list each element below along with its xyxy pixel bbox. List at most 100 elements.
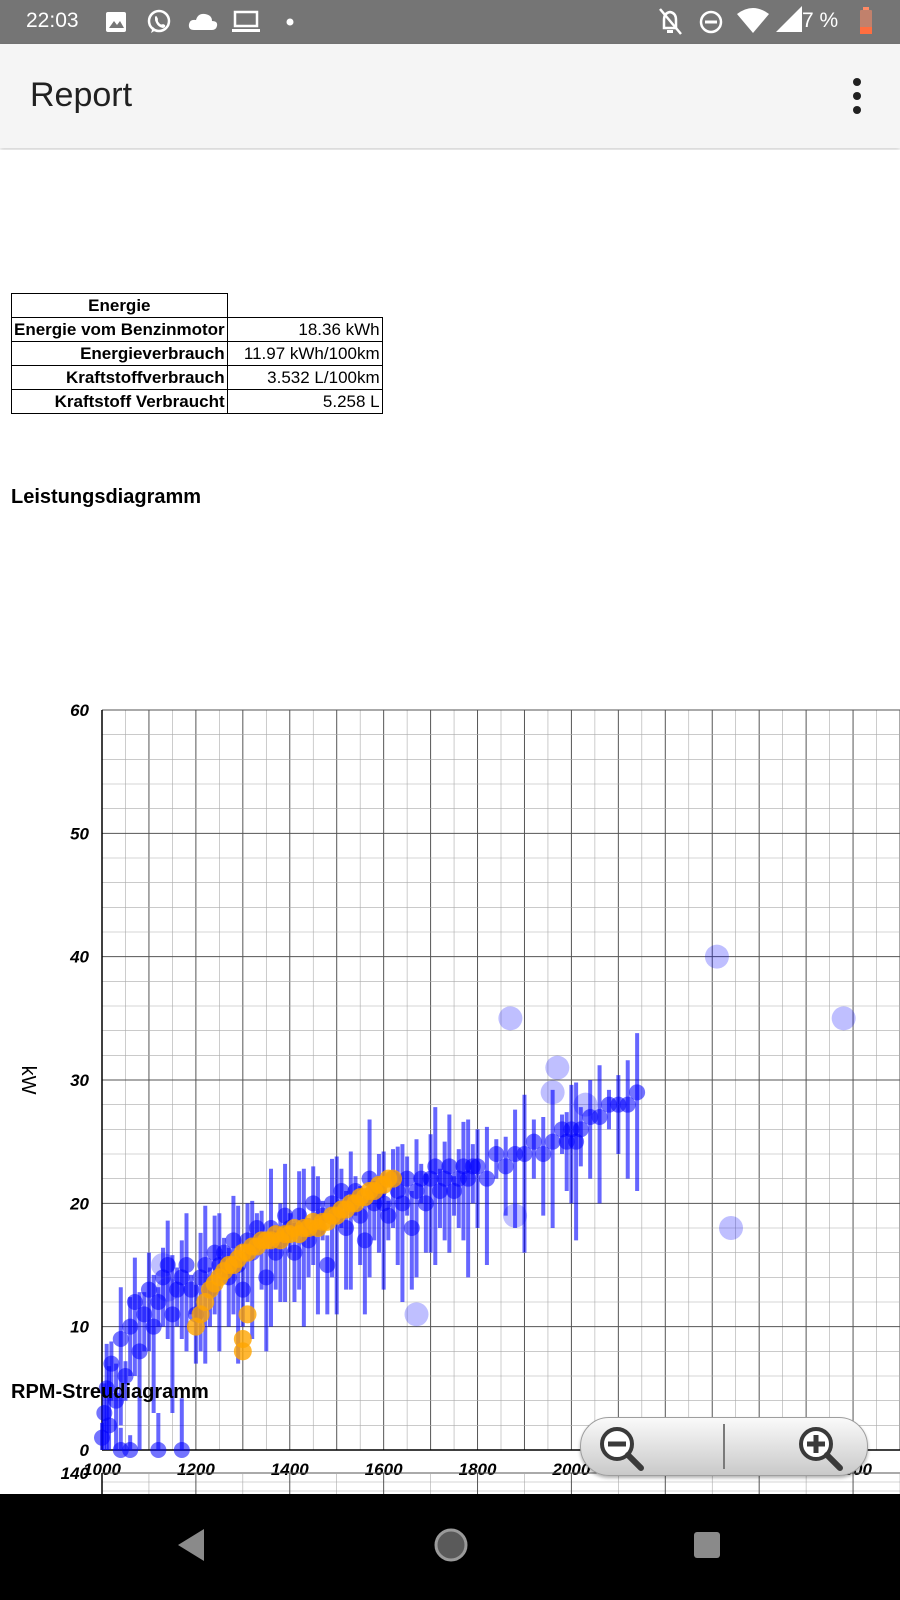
data-point bbox=[238, 1305, 257, 1324]
table-row: Kraftstoffverbrauch 3.532 L/100km bbox=[11, 365, 383, 390]
data-point bbox=[122, 1442, 139, 1458]
zoom-out-icon bbox=[600, 1427, 644, 1471]
signal-icon bbox=[776, 6, 802, 32]
data-point-outlier bbox=[498, 1006, 523, 1031]
data-point bbox=[427, 1158, 444, 1175]
row-value: 3.532 L/100km bbox=[226, 365, 383, 390]
data-point bbox=[150, 1442, 167, 1458]
laptop-icon bbox=[232, 10, 260, 32]
data-point bbox=[403, 1220, 420, 1236]
table-row: Energie vom Benzinmotor 18.36 kWh bbox=[11, 317, 383, 342]
image-icon bbox=[106, 12, 126, 32]
data-point-outlier bbox=[831, 1006, 856, 1031]
data-point bbox=[145, 1318, 162, 1335]
data-point bbox=[431, 1183, 448, 1199]
notifications-off-icon bbox=[659, 8, 682, 35]
data-point bbox=[535, 1146, 552, 1162]
table-row: Energieverbrauch 11.97 kWh/100km bbox=[11, 341, 383, 366]
whatsapp-icon bbox=[147, 9, 171, 33]
data-point bbox=[305, 1195, 322, 1212]
data-point bbox=[446, 1183, 463, 1199]
data-point bbox=[136, 1306, 153, 1323]
rpm-scatter-chart[interactable]: 140 bbox=[0, 1440, 900, 1494]
status-time: 22:03 bbox=[26, 9, 79, 32]
data-point bbox=[112, 1331, 129, 1347]
battery-text: 7 % bbox=[802, 9, 839, 32]
data-point bbox=[96, 1405, 113, 1421]
data-point bbox=[422, 1170, 439, 1187]
data-point bbox=[460, 1170, 477, 1187]
cloud-icon bbox=[188, 13, 218, 30]
data-point bbox=[98, 1380, 115, 1397]
page-title: Report bbox=[30, 76, 133, 114]
table-header: Energie bbox=[11, 293, 228, 318]
data-point bbox=[258, 1269, 275, 1286]
row-label: Kraftstoffverbrauch bbox=[11, 365, 228, 390]
data-point bbox=[233, 1330, 252, 1348]
y-axis-label: kW bbox=[17, 1066, 39, 1095]
data-point-outlier bbox=[540, 1080, 565, 1105]
navigation-bar bbox=[0, 1494, 900, 1600]
data-point bbox=[488, 1146, 505, 1162]
data-point bbox=[169, 1281, 186, 1298]
y-tick-label: 40 bbox=[69, 948, 89, 967]
data-point bbox=[159, 1257, 176, 1273]
data-point bbox=[192, 1269, 209, 1286]
app-bar: Report bbox=[0, 44, 900, 148]
zoom-in-button[interactable] bbox=[724, 1418, 867, 1475]
table-row: Kraftstoff Verbraucht 5.258 L bbox=[11, 389, 383, 414]
row-label: Kraftstoff Verbraucht bbox=[11, 389, 228, 414]
data-point bbox=[173, 1269, 190, 1286]
data-point bbox=[108, 1392, 125, 1409]
data-point bbox=[619, 1096, 636, 1113]
zoom-out-button[interactable] bbox=[581, 1418, 724, 1475]
data-point-outlier bbox=[719, 1216, 744, 1240]
data-point bbox=[150, 1294, 167, 1310]
do-not-disturb-icon bbox=[699, 10, 723, 34]
data-point-outlier bbox=[573, 1092, 598, 1117]
data-point bbox=[375, 1195, 392, 1212]
dot-icon bbox=[286, 18, 294, 26]
data-point bbox=[155, 1269, 172, 1286]
data-point-outlier bbox=[155, 1277, 180, 1302]
x-tick-label: 1400 bbox=[271, 1460, 309, 1479]
zoom-in-icon bbox=[799, 1427, 843, 1471]
data-point bbox=[384, 1169, 403, 1188]
data-point bbox=[286, 1244, 303, 1261]
data-point bbox=[319, 1257, 336, 1273]
y-tick-label: 60 bbox=[70, 701, 89, 720]
data-point bbox=[408, 1183, 425, 1199]
data-point bbox=[103, 1355, 120, 1372]
data-point bbox=[478, 1170, 495, 1187]
data-point bbox=[417, 1195, 434, 1212]
y-tick-label: 140 bbox=[61, 1464, 90, 1483]
energy-table: Energie Energie vom Benzinmotor 18.36 kW… bbox=[11, 293, 383, 414]
power-chart[interactable]: 1000120014001600180020002200240026000102… bbox=[0, 535, 900, 1494]
table-row: Energie bbox=[11, 293, 383, 318]
data-point bbox=[197, 1257, 214, 1273]
data-point bbox=[436, 1170, 453, 1187]
more-vert-icon[interactable] bbox=[842, 68, 872, 124]
y-tick-label: 20 bbox=[69, 1194, 89, 1213]
x-tick-label: 1600 bbox=[365, 1460, 403, 1479]
row-label: Energieverbrauch bbox=[11, 341, 228, 366]
data-point bbox=[338, 1220, 355, 1236]
data-point bbox=[173, 1442, 190, 1458]
y-tick-label: 30 bbox=[70, 1071, 89, 1090]
recents-icon[interactable] bbox=[692, 1530, 722, 1560]
data-point bbox=[399, 1170, 416, 1187]
data-point bbox=[234, 1281, 251, 1298]
back-icon[interactable] bbox=[176, 1527, 206, 1563]
data-point-outlier bbox=[151, 1253, 176, 1277]
data-point bbox=[441, 1158, 458, 1175]
data-point bbox=[572, 1121, 589, 1138]
home-icon[interactable] bbox=[432, 1526, 470, 1564]
y-tick-label: 0 bbox=[80, 1441, 90, 1460]
data-point bbox=[131, 1343, 148, 1360]
data-point bbox=[277, 1207, 294, 1224]
data-point bbox=[629, 1084, 646, 1101]
data-point bbox=[516, 1146, 533, 1162]
data-point bbox=[140, 1281, 157, 1298]
data-point bbox=[178, 1257, 195, 1273]
report-content[interactable]: Energie Energie vom Benzinmotor 18.36 kW… bbox=[0, 150, 900, 1494]
